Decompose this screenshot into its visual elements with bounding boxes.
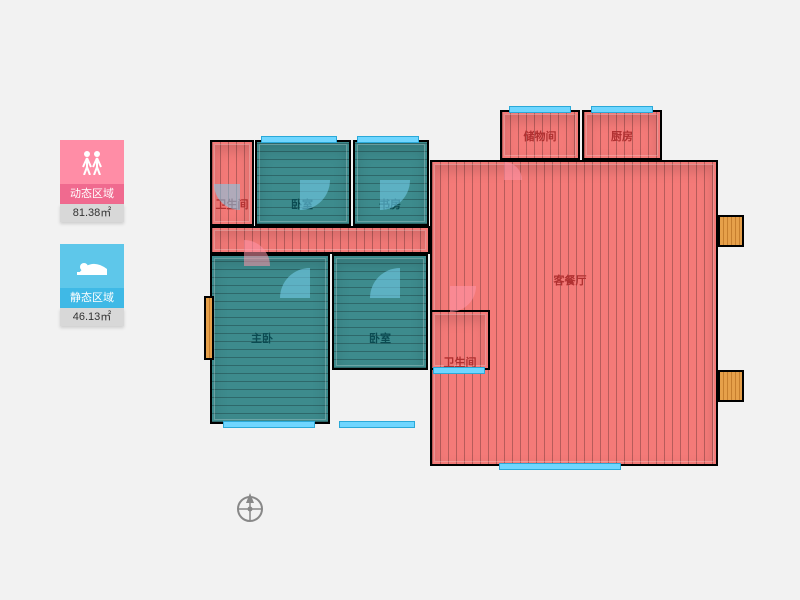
balcony-1 (718, 370, 744, 402)
window-1 (358, 137, 418, 142)
room-label-master: 主卧 (251, 330, 273, 346)
legend-static-value: 46.13㎡ (60, 308, 124, 326)
legend-dynamic-title: 动态区域 (60, 184, 124, 204)
window-6 (510, 107, 570, 112)
floor-plan: 客餐厅储物间厨房卫生间卫生间卧室书房主卧卧室 (200, 100, 760, 480)
balcony-2 (204, 296, 214, 360)
sleep-icon (60, 244, 124, 288)
room-label-living: 客餐厅 (554, 272, 587, 288)
window-3 (340, 422, 414, 427)
window-7 (592, 107, 652, 112)
legend-static: 静态区域 46.13㎡ (60, 244, 124, 326)
legend: 动态区域 81.38㎡ 静态区域 46.13㎡ (60, 140, 124, 348)
room-label-bed2: 卧室 (369, 330, 391, 346)
compass-icon (233, 490, 267, 524)
people-icon (60, 140, 124, 184)
window-2 (224, 422, 314, 427)
room-hall (210, 226, 430, 254)
window-0 (262, 137, 336, 142)
balcony-0 (718, 215, 744, 247)
legend-static-title: 静态区域 (60, 288, 124, 308)
window-4 (434, 368, 484, 373)
legend-dynamic-value: 81.38㎡ (60, 204, 124, 222)
room-bath1 (210, 140, 254, 226)
window-5 (500, 464, 620, 469)
room-label-kitchen: 厨房 (611, 128, 633, 144)
room-label-storage: 储物间 (524, 128, 557, 144)
room-bed2 (332, 254, 428, 370)
legend-dynamic: 动态区域 81.38㎡ (60, 140, 124, 222)
